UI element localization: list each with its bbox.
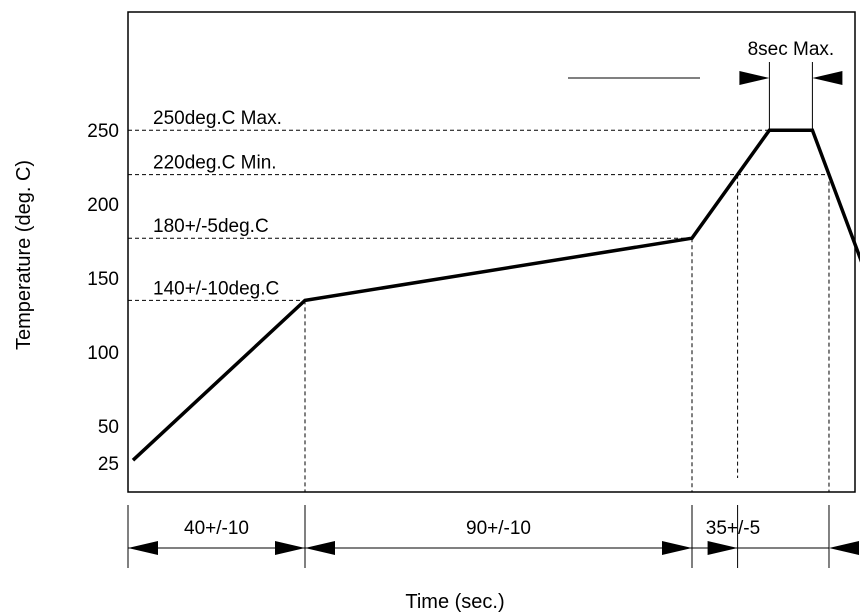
- y-tick-label-25: 25: [98, 454, 119, 475]
- temp-label-177: 180+/-5deg.C: [153, 216, 269, 237]
- soak-arrow-right: [662, 541, 692, 555]
- temp-label-135: 140+/-10deg.C: [153, 278, 279, 299]
- annotations-layer: 250deg.C Max. 220deg.C Min. 180+/-5deg.C 14…: [128, 39, 859, 555]
- y-tick-label-250: 250: [87, 121, 119, 142]
- plot-area: [127, 11, 856, 493]
- plot-frame: [127, 11, 856, 493]
- y-tick-label-100: 100: [87, 343, 119, 364]
- soak-time-label: 90+/-10: [466, 518, 531, 539]
- temp-label-220: 220deg.C Min.: [153, 153, 277, 174]
- cooling-time-label: 35+/-5: [706, 518, 760, 539]
- series-layer: [131, 128, 860, 462]
- peak-arrow-right: [739, 71, 770, 85]
- guide-lines: [127, 129, 830, 568]
- peak-time-label: 8sec Max.: [748, 39, 835, 60]
- soak-arrow-left: [305, 541, 335, 555]
- y-axis-title: Temperature (deg. C): [13, 160, 35, 350]
- preheat-arrow-right: [275, 541, 305, 555]
- preheat-arrow-left: [128, 541, 158, 555]
- profile-line: [131, 128, 860, 462]
- y-tick-label-200: 200: [87, 195, 119, 216]
- x-axis-title: Time (sec.): [405, 591, 504, 613]
- y-axis-ticks: 25 50 100 150 200 250: [87, 121, 119, 475]
- y-tick-label-150: 150: [87, 269, 119, 290]
- cooling-arrow-left: [828, 541, 859, 555]
- peak-arrow-left: [812, 71, 843, 85]
- y-tick-label-50: 50: [98, 417, 119, 438]
- preheat-time-label: 40+/-10: [184, 518, 249, 539]
- temp-label-250: 250deg.C Max.: [153, 108, 282, 129]
